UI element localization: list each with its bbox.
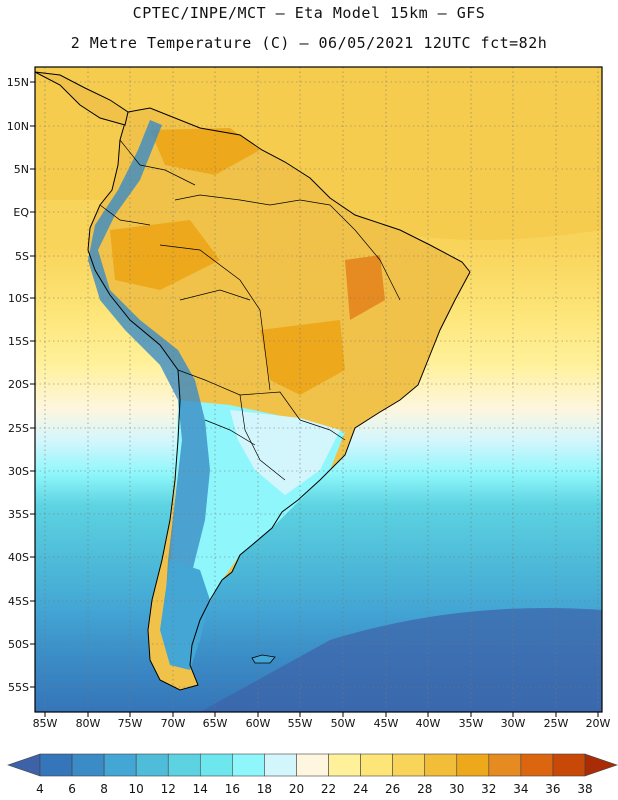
lon-label: 50W — [331, 717, 356, 730]
chart-title-variable: 2 Metre Temperature (C) – 06/05/2021 12U… — [70, 34, 548, 52]
colorbar-swatch — [456, 753, 490, 777]
lat-label: 35S — [8, 508, 29, 521]
country-borders — [99, 139, 401, 481]
hot-region-east — [345, 255, 385, 320]
colorbar-swatch — [167, 753, 201, 777]
colorbar-swatch — [360, 753, 393, 777]
colorbar-label: 34 — [513, 782, 528, 796]
lon-label: 80W — [76, 717, 101, 730]
lat-label: 15S — [8, 335, 29, 348]
colorbar-swatch — [232, 753, 265, 777]
colorbar-swatch — [135, 753, 169, 777]
lon-label: 55W — [288, 717, 313, 730]
colorbar-swatch — [264, 753, 297, 777]
colorbar-swatch — [392, 753, 426, 777]
colorbar-label: 32 — [481, 782, 496, 796]
colorbar-arrow-low — [7, 753, 41, 777]
colorbar-swatch — [296, 753, 329, 777]
lon-label: 65W — [203, 717, 228, 730]
lon-label: 85W — [33, 717, 58, 730]
map-frame — [34, 66, 603, 713]
colorbar-label: 38 — [577, 782, 592, 796]
colorbar-swatch — [71, 753, 105, 777]
central-america — [35, 71, 129, 126]
andes-cold-ridge — [88, 120, 210, 650]
colorbar-swatch — [552, 753, 586, 777]
lon-label: 20W — [586, 717, 611, 730]
lon-label: 45W — [374, 717, 399, 730]
lat-label: 10S — [8, 292, 29, 305]
lat-label: 25S — [8, 422, 29, 435]
colorbar-label: 6 — [68, 782, 76, 796]
colorbar-label: 24 — [353, 782, 368, 796]
colorbar-swatch — [39, 753, 73, 777]
lon-label: 35W — [459, 717, 484, 730]
hot-region-north — [150, 128, 260, 175]
lon-label: 30W — [501, 717, 526, 730]
coastline — [87, 107, 471, 691]
lon-label: 40W — [416, 717, 441, 730]
lat-label: 40S — [8, 551, 29, 564]
colorbar-label: 4 — [36, 782, 44, 796]
lat-label: 55S — [8, 681, 29, 694]
southern-cold-ocean — [200, 608, 602, 712]
falkland-islands — [251, 654, 276, 664]
colorbar-swatch — [520, 753, 554, 777]
colorbar-label: 14 — [193, 782, 208, 796]
lat-label: 30S — [8, 465, 29, 478]
mild-region-south-brazil — [230, 410, 340, 495]
hot-region-central — [260, 320, 345, 395]
colorbar-label: 10 — [129, 782, 144, 796]
lat-label: 15N — [7, 76, 29, 89]
colorbar-label: 18 — [257, 782, 272, 796]
colorbar-label: 36 — [545, 782, 560, 796]
colorbar-label: 20 — [289, 782, 304, 796]
chart-title-model: CPTEC/INPE/MCT – Eta Model 15km – GFS — [132, 4, 486, 22]
lat-label: 5S — [15, 250, 29, 263]
lat-label: EQ — [13, 206, 29, 219]
colorbar-label: 30 — [449, 782, 464, 796]
colorbar-swatch — [424, 753, 458, 777]
colorbar-swatch — [328, 753, 361, 777]
lat-label: 50S — [8, 638, 29, 651]
colorbar-label: 16 — [225, 782, 240, 796]
colorbar-label: 12 — [161, 782, 176, 796]
lon-label: 70W — [161, 717, 186, 730]
colorbar-label: 26 — [385, 782, 400, 796]
lon-label: 25W — [544, 717, 569, 730]
colorbar-label: 22 — [321, 782, 336, 796]
hot-region-amazon — [110, 220, 220, 290]
graticule — [35, 67, 602, 712]
colorbar-swatch — [488, 753, 522, 777]
colorbar-label: 8 — [100, 782, 108, 796]
lat-label: 5N — [14, 163, 29, 176]
lat-label: 10N — [7, 120, 29, 133]
colorbar-arrow-high — [584, 753, 618, 777]
lon-label: 75W — [118, 717, 143, 730]
lat-label: 45S — [8, 595, 29, 608]
colorbar-swatch — [199, 753, 233, 777]
colorbar-swatch — [103, 753, 137, 777]
colorbar-label: 28 — [417, 782, 432, 796]
lon-label: 60W — [246, 717, 271, 730]
patagonia-cold — [160, 560, 210, 670]
lat-label: 20S — [8, 378, 29, 391]
